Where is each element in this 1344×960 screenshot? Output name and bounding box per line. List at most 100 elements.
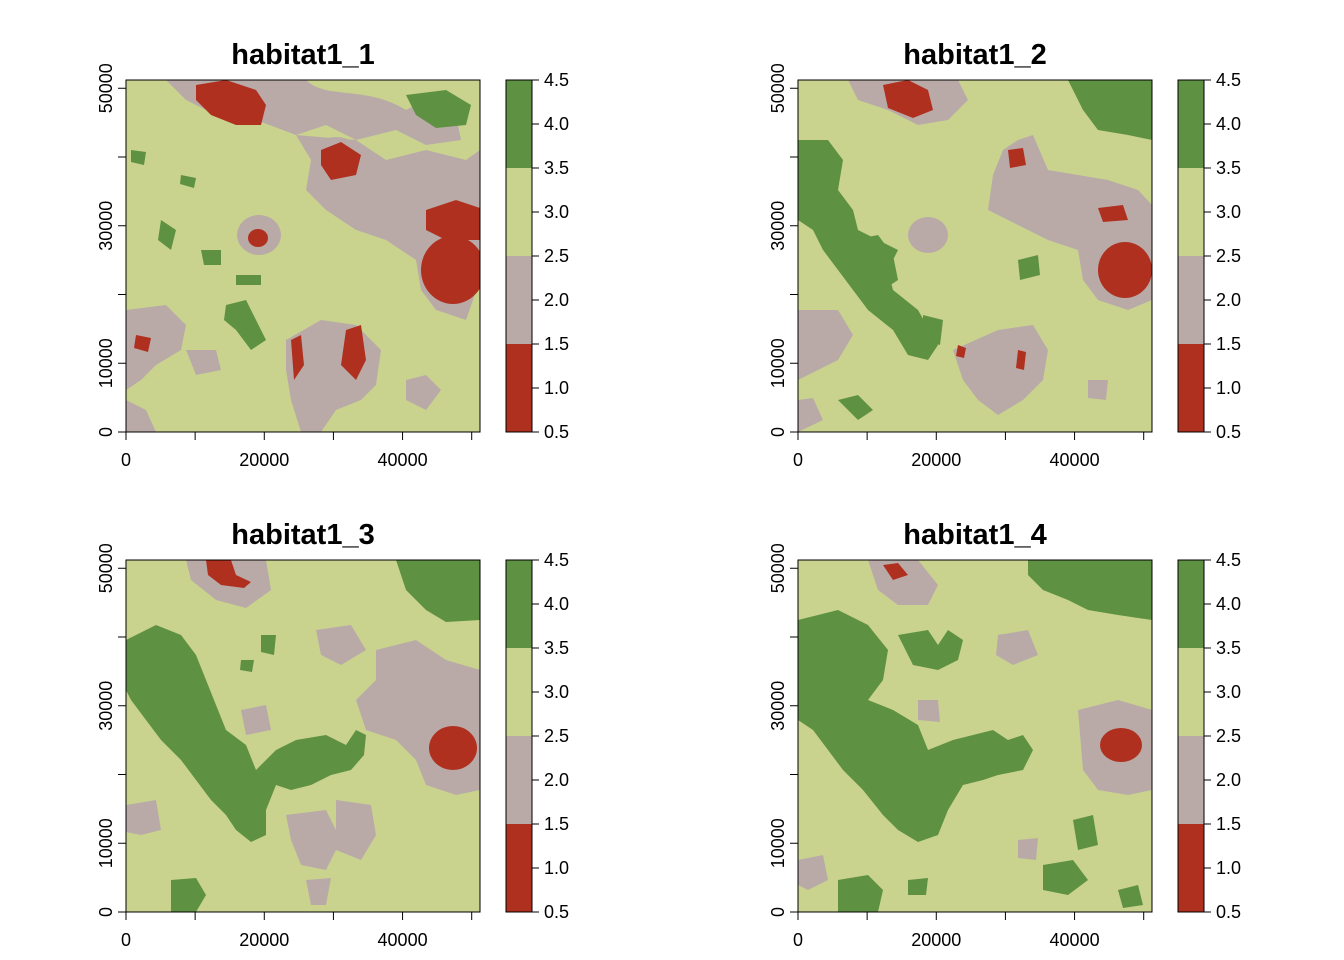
- y-tick-label: 50000: [96, 63, 116, 113]
- legend-label: 1.5: [544, 814, 569, 834]
- y-axis: 0 10000 30000 50000: [768, 63, 799, 437]
- x-axis: 0 20000 40000: [793, 911, 1145, 950]
- x-tick-label: 0: [793, 930, 803, 950]
- raster-map: [126, 80, 480, 432]
- color-legend: 0.5 1.0 1.5 2.0 2.5 3.0 3.5 4.0 4.5: [1177, 550, 1241, 922]
- x-tick-label: 20000: [239, 930, 289, 950]
- legend-swatch: [1178, 736, 1204, 824]
- legend-label: 2.0: [544, 290, 569, 310]
- legend-label: 4.0: [1216, 114, 1241, 134]
- y-tick-label: 50000: [96, 543, 116, 593]
- y-tick-label: 50000: [768, 63, 788, 113]
- x-tick-label: 40000: [1050, 930, 1100, 950]
- legend-label: 2.5: [544, 246, 569, 266]
- x-axis: 0 20000 40000: [793, 431, 1145, 470]
- panel-habitat1-1: habitat1_1: [96, 39, 569, 470]
- legend-label: 4.5: [544, 550, 569, 570]
- legend-label: 0.5: [1216, 902, 1241, 922]
- legend-swatch: [506, 80, 532, 168]
- y-axis: 0 10000 30000 50000: [96, 63, 127, 437]
- legend-label: 2.5: [544, 726, 569, 746]
- panel-title: habitat1_3: [231, 519, 374, 551]
- color-legend: 0.5 1.0 1.5 2.0 2.5 3.0 3.5 4.0 4.5: [505, 550, 569, 922]
- legend-label: 4.0: [1216, 594, 1241, 614]
- panel-title: habitat1_1: [231, 39, 374, 71]
- y-tick-label: 50000: [768, 543, 788, 593]
- legend-label: 3.0: [1216, 682, 1241, 702]
- y-tick-label: 10000: [96, 818, 116, 868]
- x-tick-label: 40000: [378, 450, 428, 470]
- x-tick-label: 20000: [911, 450, 961, 470]
- panel-habitat1-3: habitat1_3: [96, 519, 569, 950]
- y-tick-label: 10000: [768, 818, 788, 868]
- legend-label: 2.0: [1216, 290, 1241, 310]
- panel-habitat1-4: habitat1_4: [768, 519, 1241, 950]
- legend-label: 3.5: [1216, 158, 1241, 178]
- legend-label: 2.5: [1216, 246, 1241, 266]
- legend-label: 3.0: [544, 682, 569, 702]
- panel-habitat1-2: habitat1_2: [768, 39, 1241, 470]
- legend-label: 1.0: [1216, 858, 1241, 878]
- x-tick-label: 40000: [378, 930, 428, 950]
- legend-swatch: [506, 824, 532, 912]
- x-tick-label: 0: [121, 450, 131, 470]
- legend-label: 2.0: [1216, 770, 1241, 790]
- legend-label: 4.0: [544, 594, 569, 614]
- x-axis: 0 20000 40000: [121, 431, 473, 470]
- legend-label: 1.0: [544, 858, 569, 878]
- legend-swatch: [506, 344, 532, 432]
- x-tick-label: 20000: [239, 450, 289, 470]
- legend-swatch: [1178, 168, 1204, 256]
- legend-label: 3.0: [1216, 202, 1241, 222]
- legend-label: 1.5: [1216, 814, 1241, 834]
- legend-swatch: [506, 560, 532, 648]
- panel-title: habitat1_4: [903, 519, 1046, 551]
- legend-label: 0.5: [544, 422, 569, 442]
- y-tick-label: 10000: [768, 338, 788, 388]
- y-axis: 0 10000 30000 50000: [768, 543, 799, 917]
- legend-label: 4.5: [544, 70, 569, 90]
- legend-label: 4.5: [1216, 550, 1241, 570]
- y-tick-label: 30000: [96, 201, 116, 251]
- y-tick-label: 0: [768, 907, 788, 917]
- y-axis: 0 10000 30000 50000: [96, 543, 127, 917]
- legend-label: 1.5: [544, 334, 569, 354]
- legend-swatch: [1178, 648, 1204, 736]
- legend-label: 3.5: [544, 158, 569, 178]
- legend-swatch: [1178, 256, 1204, 344]
- y-tick-label: 0: [96, 907, 116, 917]
- raster-map: [798, 80, 1152, 432]
- y-tick-label: 30000: [768, 681, 788, 731]
- y-tick-label: 30000: [96, 681, 116, 731]
- x-tick-label: 0: [121, 930, 131, 950]
- y-tick-label: 30000: [768, 201, 788, 251]
- legend-label: 4.0: [544, 114, 569, 134]
- legend-swatch: [1178, 80, 1204, 168]
- panel-title: habitat1_2: [903, 39, 1046, 71]
- raster-map: [126, 560, 480, 912]
- legend-swatch: [1178, 824, 1204, 912]
- legend-label: 4.5: [1216, 70, 1241, 90]
- legend-label: 1.0: [544, 378, 569, 398]
- color-legend: 0.5 1.0 1.5 2.0 2.5 3.0 3.5 4.0 4.5: [505, 70, 569, 442]
- x-tick-label: 20000: [911, 930, 961, 950]
- legend-label: 0.5: [544, 902, 569, 922]
- legend-label: 2.0: [544, 770, 569, 790]
- x-tick-label: 0: [793, 450, 803, 470]
- legend-swatch: [506, 256, 532, 344]
- x-tick-label: 40000: [1050, 450, 1100, 470]
- legend-swatch: [1178, 560, 1204, 648]
- legend-label: 1.0: [1216, 378, 1241, 398]
- y-tick-label: 0: [768, 427, 788, 437]
- raster-map: [798, 560, 1152, 912]
- legend-label: 3.5: [1216, 638, 1241, 658]
- x-axis: 0 20000 40000: [121, 911, 473, 950]
- legend-label: 3.0: [544, 202, 569, 222]
- legend-label: 3.5: [544, 638, 569, 658]
- legend-swatch: [506, 648, 532, 736]
- legend-label: 2.5: [1216, 726, 1241, 746]
- legend-swatch: [506, 168, 532, 256]
- y-tick-label: 10000: [96, 338, 116, 388]
- legend-swatch: [506, 736, 532, 824]
